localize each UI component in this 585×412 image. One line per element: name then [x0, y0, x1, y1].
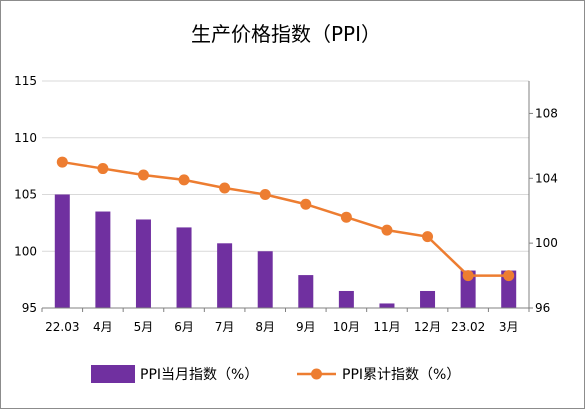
- bar: [257, 251, 273, 308]
- line-point: [340, 211, 352, 223]
- line-point: [259, 189, 271, 200]
- bar: [176, 227, 192, 308]
- y-left-tick-label: 110: [14, 131, 37, 145]
- x-tick-label: 9月: [296, 320, 316, 334]
- x-tick-label: 4月: [93, 320, 113, 334]
- x-tick-label: 22.03: [45, 320, 79, 334]
- y-left-tick-label: 100: [14, 244, 37, 258]
- x-tick-label: 6月: [174, 320, 194, 334]
- bar: [379, 303, 395, 308]
- line-point: [300, 198, 312, 210]
- y-right-tick-label: 96: [535, 301, 550, 315]
- x-tick-label: 7月: [215, 320, 235, 334]
- y-left-tick-label: 105: [14, 188, 37, 202]
- x-tick-label: 23.02: [451, 320, 485, 334]
- y-left-tick-label: 95: [22, 301, 37, 315]
- bar: [460, 270, 476, 308]
- line-point: [137, 169, 149, 181]
- line-point: [219, 182, 231, 194]
- x-tick-label: 5月: [134, 320, 154, 334]
- gridlines: [42, 80, 529, 252]
- y-right-tick-label: 108: [535, 106, 558, 120]
- line-path: [62, 160, 509, 277]
- legend-bar-label: PPI当月指数（%）: [140, 367, 258, 383]
- bar: [54, 194, 70, 308]
- line-point: [56, 156, 68, 168]
- line-point: [503, 270, 515, 282]
- line-point: [422, 231, 434, 243]
- x-tick-label: 8月: [255, 320, 275, 334]
- bar: [135, 219, 151, 308]
- y-right-tick-label: 100: [535, 236, 558, 250]
- bar: [501, 270, 517, 308]
- y-left-tick-label: 115: [14, 74, 37, 88]
- bar: [298, 275, 314, 308]
- bar: [420, 290, 436, 308]
- legend: PPI当月指数（%） PPI累计指数（%）: [91, 365, 460, 383]
- chart-title: 生产价格指数（PPI）: [191, 22, 381, 46]
- legend-line-marker: [311, 368, 322, 380]
- y-right-tick-label: 104: [535, 171, 558, 185]
- x-tick-label: 3月: [499, 320, 519, 334]
- line-point: [381, 224, 393, 236]
- line-point: [462, 270, 474, 282]
- x-tick-label: 11月: [373, 320, 400, 334]
- legend-bar-swatch: [91, 365, 135, 383]
- x-tick-label: 12月: [414, 320, 441, 334]
- line-point: [178, 174, 190, 186]
- line-series: [56, 156, 515, 282]
- bar: [95, 211, 111, 308]
- bar: [338, 290, 354, 308]
- legend-line-label: PPI累计指数（%）: [342, 367, 460, 383]
- x-tick-label: 10月: [333, 320, 360, 334]
- line-point: [97, 163, 109, 175]
- bar: [217, 243, 233, 308]
- bar-series: [54, 194, 517, 308]
- axes: 95 100 105 110 115 96 100 104 108 22.03 4月 5月 6月 7月 8月…: [14, 74, 558, 334]
